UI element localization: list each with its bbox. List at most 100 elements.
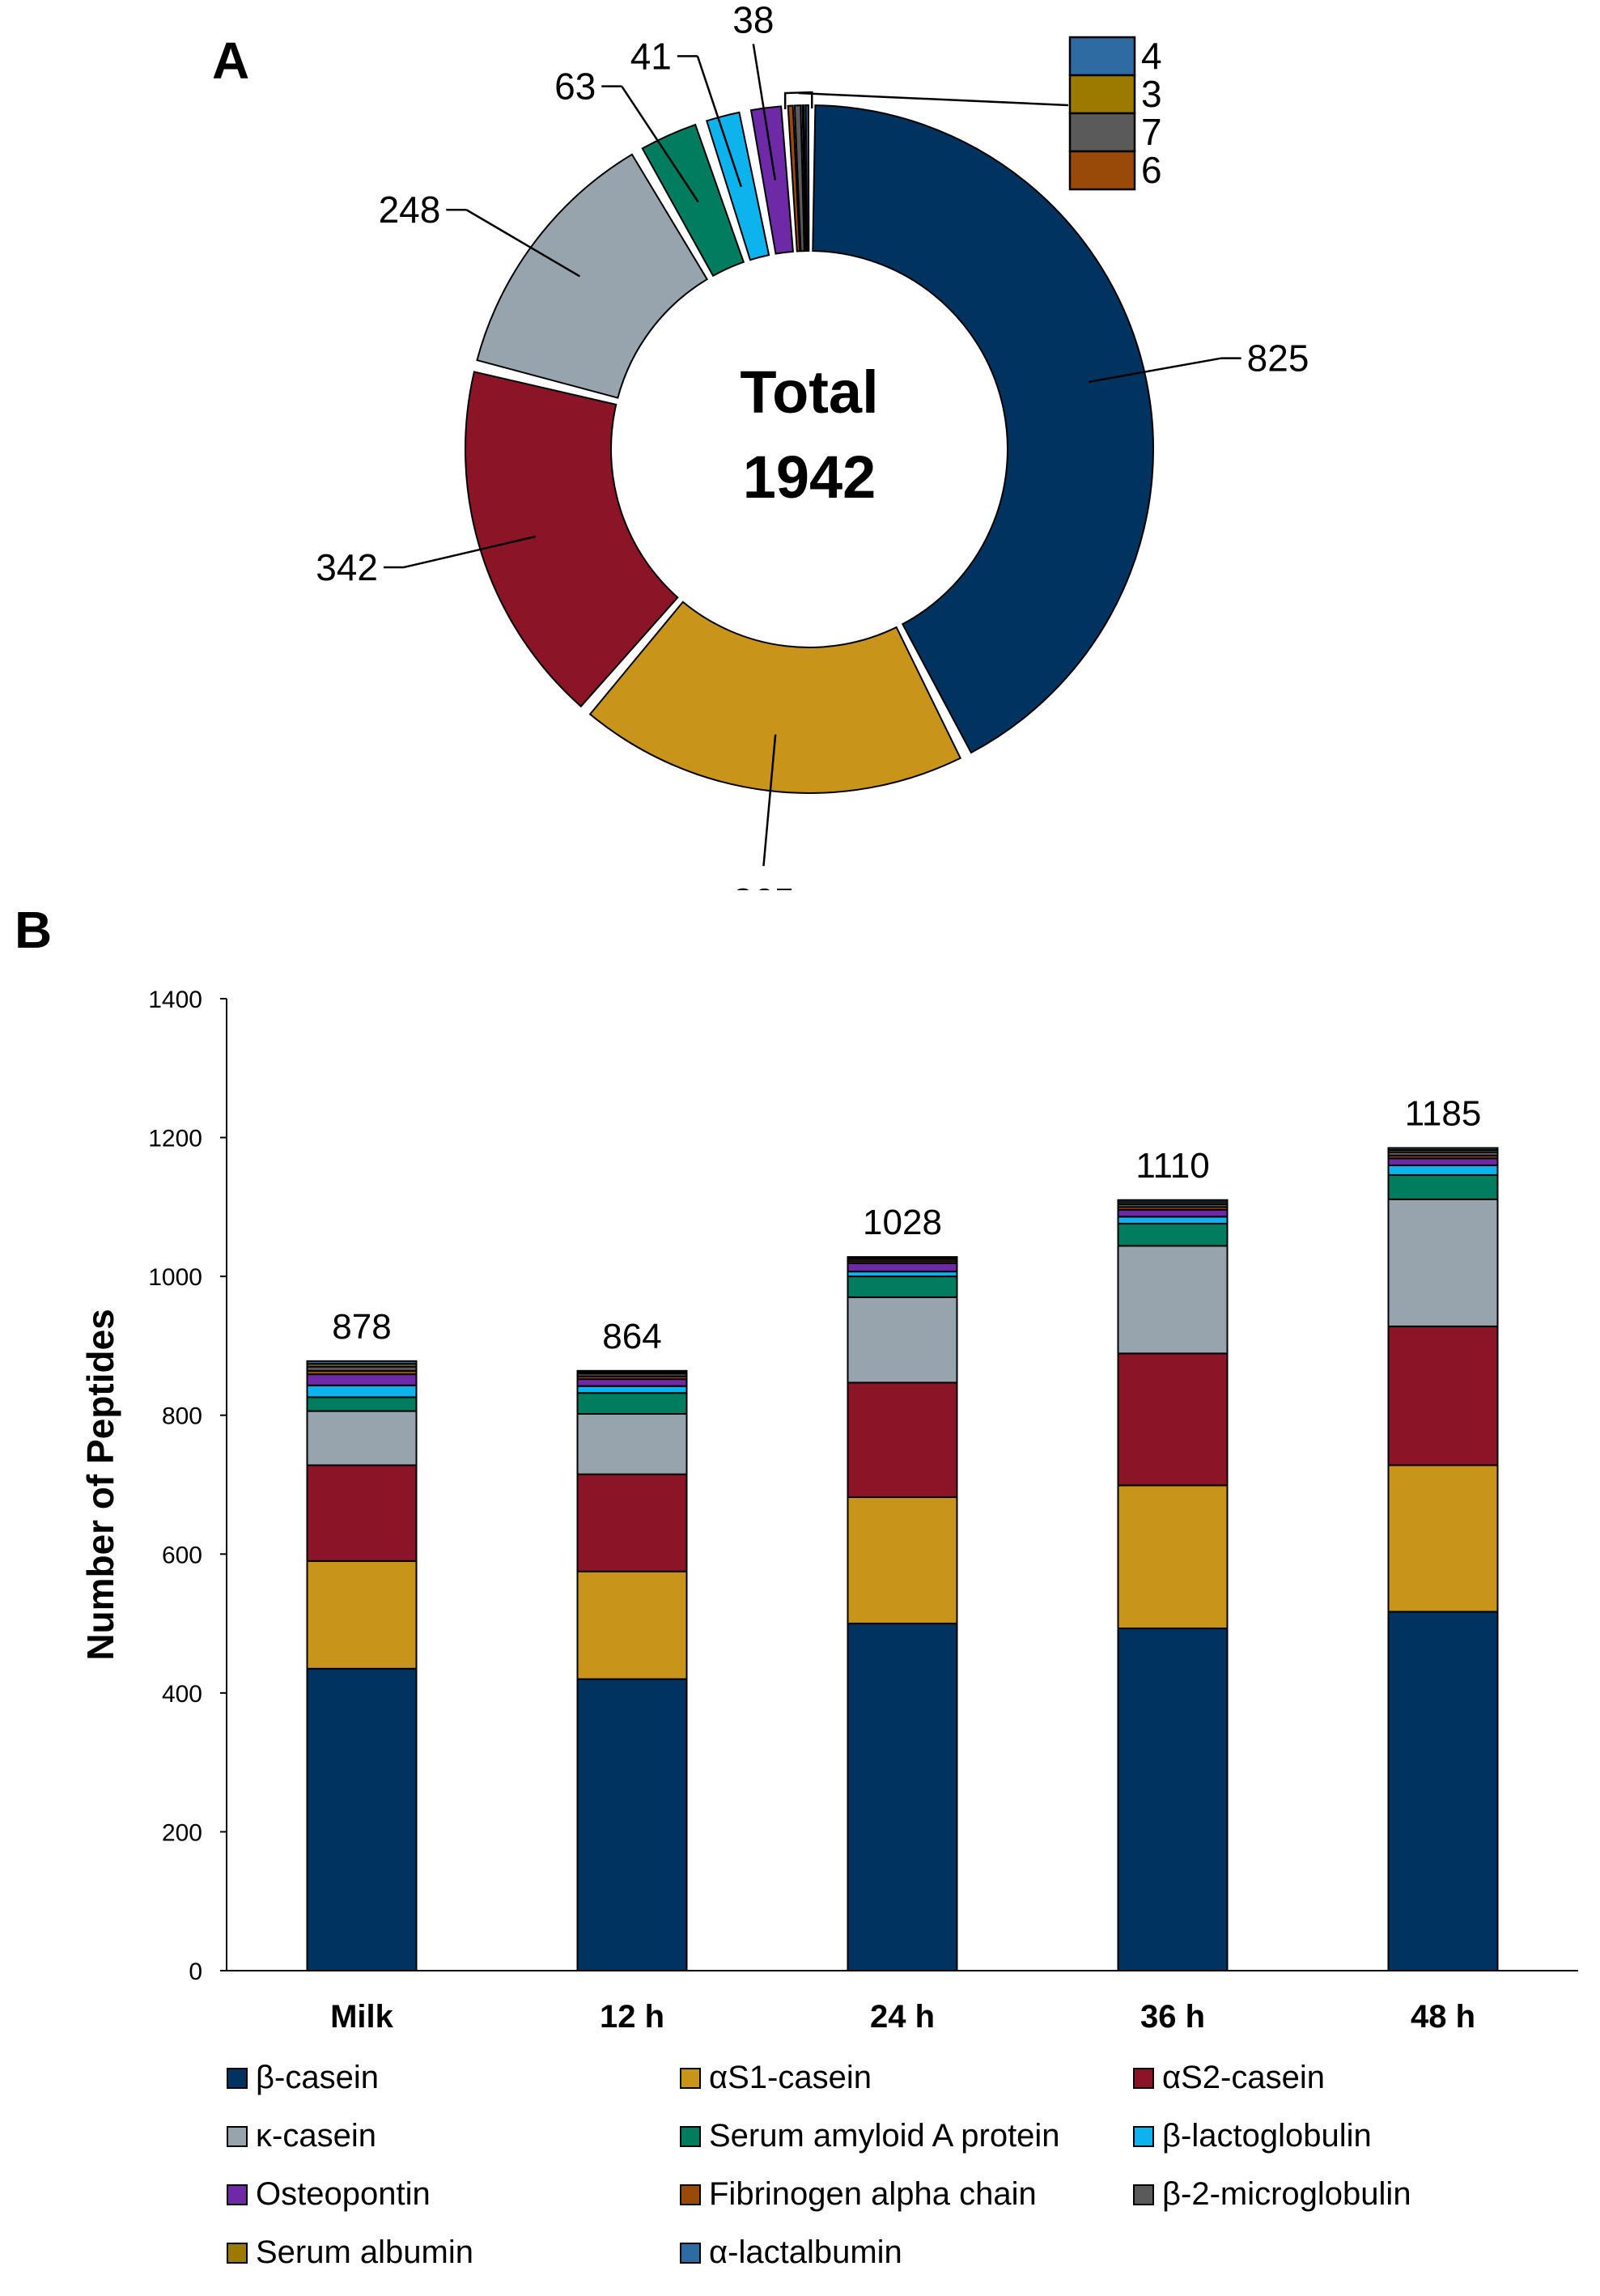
y-tick-label: 0 [189, 1959, 202, 1985]
bar-segment-osteopontin [306, 1373, 418, 1386]
bar-segment-kappa_casein [306, 1410, 418, 1466]
legend-item-kappa_casein: κ-casein [227, 2118, 376, 2154]
bar-total-label: 864 [602, 1317, 661, 1356]
y-tick-label: 400 [162, 1681, 202, 1708]
donut-label-as1_casein: 365 [732, 881, 795, 890]
legend-swatch [227, 2184, 248, 2205]
legend-swatch [680, 2125, 701, 2147]
legend-label: Serum amyloid A protein [709, 2118, 1060, 2154]
legend-label: κ-casein [256, 2118, 376, 2154]
donut-slice-alpha_lactalbumin [804, 104, 810, 253]
bar-total-label: 1028 [863, 1203, 942, 1242]
bar-segment-kappa_casein [576, 1412, 688, 1475]
donut-center-title: Total [740, 359, 878, 426]
legend-label: Fibrinogen alpha chain [709, 2176, 1037, 2212]
legend-label: β-casein [256, 2060, 379, 2095]
legend-label: Serum albumin [256, 2234, 474, 2270]
donut-leader-osteopontin [752, 44, 777, 180]
y-tick-label: 800 [162, 1403, 202, 1430]
bar-segment-osteopontin [1117, 1208, 1229, 1218]
bar-segment-alpha_lactalbumin [1387, 1147, 1499, 1152]
small-slices-bracket [783, 91, 813, 110]
bar-segment-beta_casein [847, 1623, 958, 1971]
inset-swatch-fibrinogen [1068, 150, 1136, 191]
donut-label-beta_casein: 825 [1247, 337, 1309, 380]
y-tick-label: 200 [162, 1819, 202, 1846]
legend-swatch [227, 2242, 248, 2264]
legend-item-beta_casein: β-casein [227, 2060, 379, 2096]
donut-leader-as1_casein [762, 734, 777, 867]
legend-swatch [680, 2242, 701, 2264]
bar-segment-as2_casein [306, 1464, 418, 1562]
bar-segment-alpha_lactalbumin [847, 1256, 958, 1258]
x-tick-label: 36 h [1140, 1999, 1205, 2035]
donut-slice-serum_albumin [801, 104, 808, 253]
donut-leader-kappa_casein [465, 209, 581, 278]
legend-swatch [680, 2067, 701, 2089]
donut-leader-serum_amyloid [621, 85, 699, 203]
legend-label: β-lactoglobulin [1162, 2118, 1372, 2154]
bar-segment-osteopontin [847, 1262, 958, 1273]
legend-swatch [227, 2125, 248, 2147]
donut-slice-as1_casein [588, 601, 962, 794]
legend-label: αS2-casein [1162, 2060, 1325, 2095]
donut-label-osteopontin: 38 [732, 0, 774, 40]
bar-segment-as2_casein [576, 1473, 688, 1572]
bar-total-label: 1110 [1135, 1146, 1209, 1186]
stacked-bar-chart: 0 200 400 600 800 1000 1200 1400 Number of Pepti… [79, 987, 1578, 2035]
legend-swatch [1133, 2184, 1154, 2205]
bar-segment-beta_casein [1117, 1628, 1229, 1971]
bar-segment-beta_lactoglobulin [1387, 1164, 1499, 1176]
donut-slice-fibrinogen [787, 104, 801, 253]
bar-segment-as1_casein [1387, 1464, 1499, 1613]
legend-item-serum_amyloid: Serum amyloid A protein [680, 2118, 1060, 2154]
inset-swatch-b2_microglobulin [1068, 112, 1136, 153]
bar-segment-kappa_casein [847, 1296, 958, 1384]
bar-segment-kappa_casein [1387, 1198, 1499, 1327]
donut-leader-beta_lactoglobulin [696, 56, 743, 188]
bar-segment-beta_casein [576, 1678, 688, 1971]
legend-item-as2_casein: αS2-casein [1133, 2060, 1325, 2096]
inset-label-fibrinogen: 6 [1141, 149, 1162, 191]
y-tick-label: 1200 [148, 1126, 202, 1152]
inset-leader [798, 91, 1069, 107]
legend-label: α-lactalbumin [709, 2234, 902, 2270]
bar-total-label: 1185 [1405, 1093, 1482, 1133]
bar-segment-as2_casein [847, 1381, 958, 1498]
donut-label-serum_amyloid: 63 [554, 66, 596, 108]
inset-label-serum_albumin: 3 [1141, 73, 1162, 115]
bar-segment-as1_casein [306, 1560, 418, 1670]
legend-item-beta_lactoglobulin: β-lactoglobulin [1133, 2118, 1372, 2154]
bar-total-label: 878 [332, 1307, 391, 1347]
panel-label-b: B [15, 901, 53, 959]
bar-segment-alpha_lactalbumin [1117, 1199, 1229, 1203]
donut-slice-kappa_casein [476, 153, 709, 399]
inset-swatch-alpha_lactalbumin [1068, 36, 1136, 77]
legend-item-alpha_lactalbumin: α-lactalbumin [680, 2234, 902, 2271]
bar-segment-serum_amyloid [847, 1275, 958, 1298]
donut-label-beta_lactoglobulin: 41 [630, 35, 672, 77]
x-tick-label: 12 h [600, 1999, 664, 2035]
x-tick-label: Milk [330, 1999, 394, 2035]
donut-slice-osteopontin [749, 105, 794, 255]
inset-label-b2_microglobulin: 7 [1141, 111, 1162, 153]
legend-label: αS1-casein [709, 2060, 872, 2095]
bar-segment-serum_amyloid [306, 1396, 418, 1412]
legend-item-as1_casein: αS1-casein [680, 2060, 872, 2096]
panel-label-a: A [212, 32, 250, 90]
bar-segment-osteopontin [576, 1378, 688, 1387]
legend-item-fibrinogen: Fibrinogen alpha chain [680, 2176, 1037, 2213]
legend-swatch [1133, 2125, 1154, 2147]
legend-swatch [227, 2067, 248, 2089]
legend-label: β-2-microglobulin [1162, 2176, 1411, 2212]
bar-segment-serum_amyloid [1117, 1222, 1229, 1247]
donut-slice-beta_casein [812, 104, 1154, 754]
y-tick-label: 1400 [148, 987, 202, 1013]
bar-segment-beta_lactoglobulin [576, 1385, 688, 1394]
donut-slice-b2_microglobulin [793, 104, 805, 253]
inset-label-alpha_lactalbumin: 4 [1141, 35, 1162, 77]
donut-center-value: 1942 [743, 443, 876, 511]
donut-label-as2_casein: 342 [316, 546, 378, 588]
donut-leader-beta_casein [1088, 357, 1221, 384]
donut-slice-as2_casein [465, 371, 679, 708]
